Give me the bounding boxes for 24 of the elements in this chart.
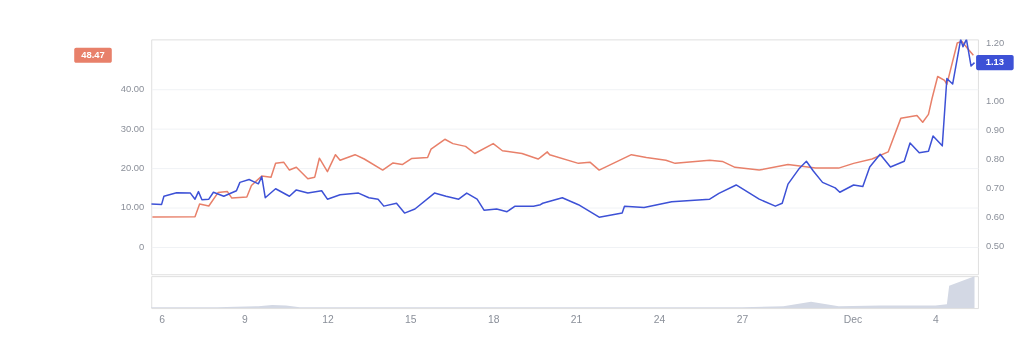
y2-tick-label: 0.80: [985, 152, 1005, 164]
x-tick-label: 12: [322, 313, 334, 325]
y2-tick-label: 1.00: [985, 94, 1005, 106]
y2-tick-label: 0.50: [985, 239, 1005, 251]
x-tick-label: 27: [736, 313, 749, 325]
text: 1.13: [985, 56, 1004, 68]
y2-tick-label: 0.60: [985, 210, 1005, 222]
x-tick-label: 21: [570, 313, 583, 325]
x-tick-label: 9: [242, 313, 249, 325]
x-tick-label: 4: [932, 313, 939, 325]
y-tick-label: 30.00: [120, 122, 145, 134]
y2-tick-label: 0.70: [985, 181, 1005, 193]
y2-tick-label: 0.90: [985, 123, 1005, 135]
text: 48.47: [81, 49, 105, 61]
y-tick-label: 0: [138, 240, 145, 252]
x-tick-label: 18: [487, 313, 500, 325]
x-tick-label: 15: [405, 313, 417, 325]
x-tick-label: 6: [159, 313, 166, 325]
y2-tick-label: 1.20: [985, 36, 1005, 48]
x-tick-label: Dec: [843, 313, 863, 325]
y-tick-label: 20.00: [120, 161, 145, 173]
y-tick-label: 40.00: [120, 83, 145, 95]
y-tick-label: 10.00: [120, 201, 145, 213]
x-tick-label: 24: [653, 313, 666, 325]
